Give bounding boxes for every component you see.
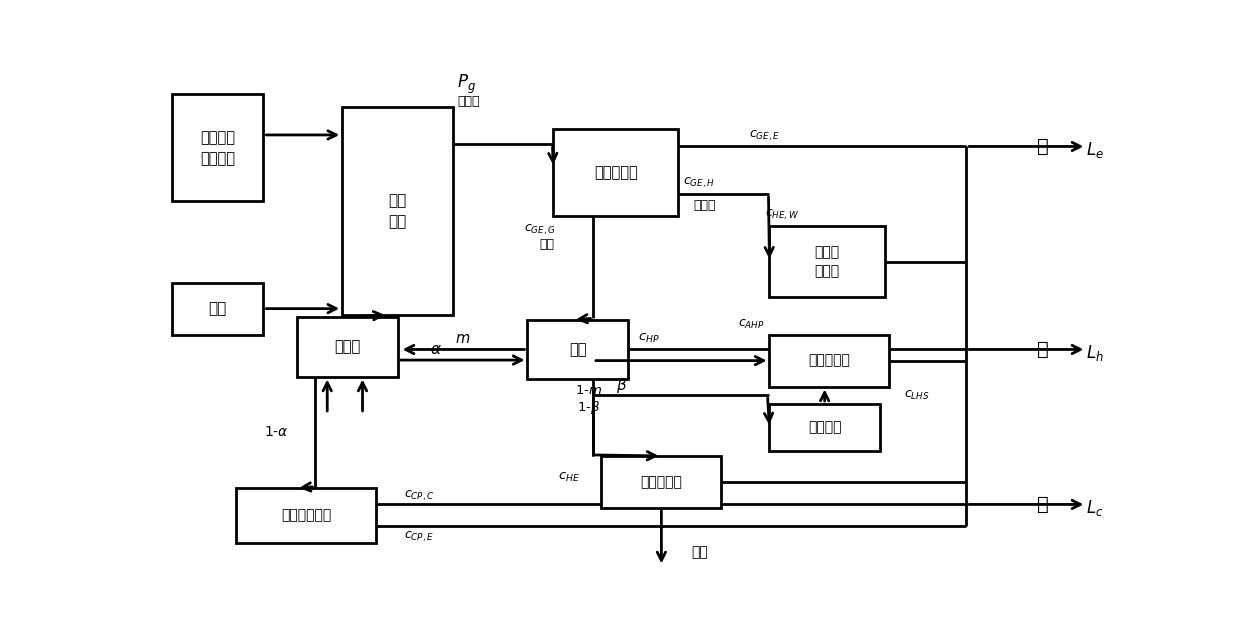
- Text: $c_{GE,E}$: $c_{GE,E}$: [750, 129, 781, 143]
- Bar: [769, 334, 890, 386]
- Text: $c_{CP,C}$: $c_{CP,C}$: [404, 488, 435, 503]
- Text: 储热罐: 储热罐: [335, 340, 361, 354]
- Bar: [342, 107, 452, 315]
- Text: $L_e$: $L_e$: [1087, 140, 1104, 161]
- Bar: [172, 95, 264, 201]
- Text: $c_{HE}$: $c_{HE}$: [559, 471, 580, 484]
- Text: 热水换热器: 热水换热器: [641, 475, 683, 489]
- Text: 燃料
转化: 燃料 转化: [388, 193, 406, 229]
- Text: $c_{LHS}$: $c_{LHS}$: [904, 389, 929, 402]
- Text: 吸收式热泵: 吸收式热泵: [809, 354, 850, 368]
- Bar: [769, 226, 885, 298]
- Text: 1-$\alpha$: 1-$\alpha$: [264, 426, 289, 439]
- Text: 热: 热: [1037, 340, 1049, 359]
- Text: $c_{HP}$: $c_{HP}$: [638, 332, 660, 345]
- Text: 电: 电: [1037, 137, 1049, 156]
- Text: 功冷并供设备: 功冷并供设备: [281, 509, 331, 522]
- Text: $\alpha$: $\alpha$: [430, 341, 442, 357]
- Text: $c_{AHP}$: $c_{AHP}$: [738, 318, 764, 331]
- Text: $L_h$: $L_h$: [1087, 343, 1104, 363]
- Bar: [297, 317, 398, 377]
- Bar: [528, 320, 628, 379]
- Text: $P_g$: $P_g$: [457, 73, 476, 96]
- Text: $c_{GE,G}$: $c_{GE,G}$: [524, 222, 556, 237]
- Text: 燃气内燃机: 燃气内燃机: [593, 165, 638, 180]
- Bar: [237, 488, 375, 543]
- Text: 合成气: 合成气: [457, 95, 479, 109]
- Text: $L_c$: $L_c$: [1087, 498, 1104, 518]
- Text: 槽式太阳
能集热器: 槽式太阳 能集热器: [201, 130, 235, 166]
- Text: 低温热源: 低温热源: [808, 421, 841, 435]
- Text: 排烟: 排烟: [691, 545, 709, 559]
- Text: $c_{CP,E}$: $c_{CP,E}$: [404, 530, 434, 545]
- Bar: [172, 283, 264, 334]
- Bar: [554, 129, 678, 216]
- Text: $c_{HE,W}$: $c_{HE,W}$: [764, 208, 799, 222]
- Text: 缸套水: 缸套水: [694, 199, 716, 212]
- Text: $c_{GE,H}$: $c_{GE,H}$: [684, 176, 715, 190]
- Bar: [769, 404, 880, 451]
- Text: $\beta$: $\beta$: [616, 376, 627, 395]
- Text: 冷: 冷: [1037, 495, 1049, 514]
- Text: $m$: $m$: [455, 331, 471, 346]
- Text: 烟气: 烟气: [540, 238, 555, 251]
- Text: 1-$m$: 1-$m$: [575, 384, 602, 397]
- Text: 1-$\beta$: 1-$\beta$: [576, 399, 600, 416]
- Text: 甲醇: 甲醇: [208, 301, 227, 316]
- Text: 缸套水
换热器: 缸套水 换热器: [814, 245, 840, 278]
- Bar: [601, 456, 721, 508]
- Text: 热泵: 热泵: [569, 342, 586, 357]
